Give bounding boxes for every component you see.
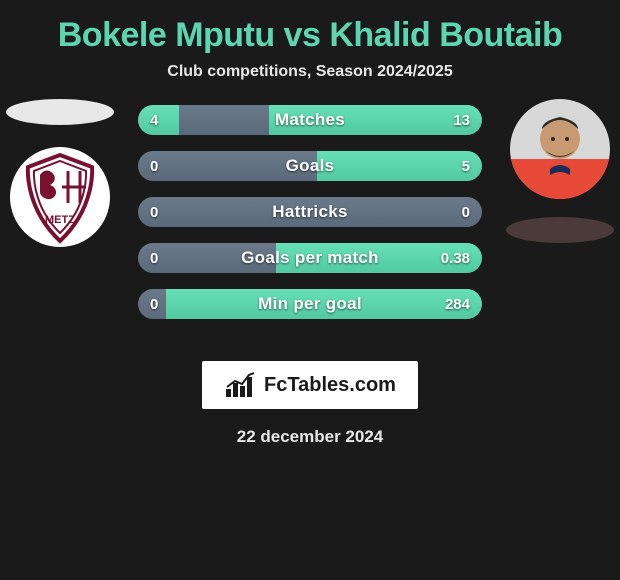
svg-text:METZ: METZ	[45, 214, 75, 226]
stat-label: Hattricks	[138, 197, 482, 227]
comparison-container: Bokele Mputu vs Khalid Boutaib Club comp…	[0, 0, 620, 447]
stat-row: 0284Min per goal	[138, 289, 482, 319]
player-left-placeholder-oval	[6, 99, 114, 125]
player-left-column: METZ	[0, 99, 120, 247]
stat-row: 00Hattricks	[138, 197, 482, 227]
page-title: Bokele Mputu vs Khalid Boutaib	[0, 16, 620, 55]
avatar-icon	[510, 99, 610, 199]
stat-row: 413Matches	[138, 105, 482, 135]
stat-row: 05Goals	[138, 151, 482, 181]
stat-label: Min per goal	[138, 289, 482, 319]
stat-bars: 413Matches 05Goals 00Hattricks 00.38Goals p…	[138, 105, 482, 335]
subtitle: Club competitions, Season 2024/2025	[0, 63, 620, 81]
player-right-avatar	[510, 99, 610, 199]
stat-label: Goals per match	[138, 243, 482, 273]
bars-icon	[224, 371, 258, 399]
date-label: 22 december 2024	[0, 427, 620, 447]
stat-label: Matches	[138, 105, 482, 135]
stat-label: Goals	[138, 151, 482, 181]
player-right-column	[500, 99, 620, 243]
stats-area: METZ 413Matches05Goals00H	[0, 99, 620, 349]
player-left-club-badge: METZ	[10, 147, 110, 247]
player-right-placeholder-oval	[506, 217, 614, 243]
logo-text: FcTables.com	[264, 374, 396, 397]
stat-row: 00.38Goals per match	[138, 243, 482, 273]
fctables-logo: FcTables.com	[202, 361, 418, 409]
metz-badge-icon: METZ	[10, 147, 110, 247]
